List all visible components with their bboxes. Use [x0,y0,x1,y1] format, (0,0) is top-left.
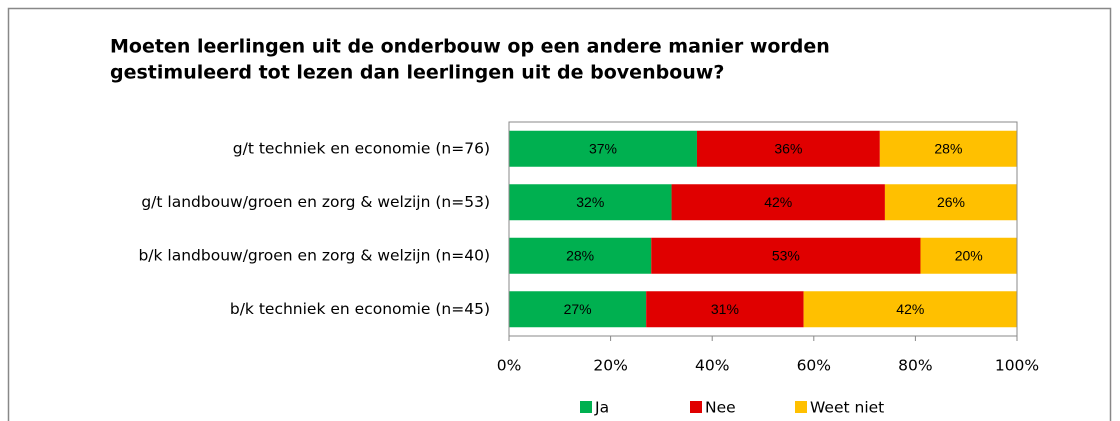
legend-label: Nee [705,399,736,417]
data-label: 27% [564,301,592,317]
data-label: 36% [774,140,802,156]
data-label: 42% [896,301,924,317]
category-label: b/k landbouw/groen en zorg & welzijn (n=… [138,246,490,264]
chart-title: gestimuleerd tot lezen dan leerlingen ui… [110,62,724,84]
data-label: 28% [934,140,962,156]
bar-segment [509,291,647,328]
bar-segment [651,237,921,274]
x-tick-label: 20% [593,357,627,375]
bar-segment [671,184,885,221]
bar-segment [884,184,1017,221]
bar-segment [509,237,652,274]
data-label: 32% [576,194,604,210]
category-label: g/t techniek en economie (n=76) [233,139,490,157]
bar-segment [920,237,1017,274]
data-label: 37% [589,140,617,156]
x-tick-label: 40% [695,357,729,375]
x-tick-label: 80% [898,357,932,375]
x-tick-label: 100% [995,357,1039,375]
chart-title: Moeten leerlingen uit de onderbouw op ee… [110,36,830,58]
legend-swatch [580,401,592,413]
legend-swatch [795,401,807,413]
x-tick-label: 0% [497,357,522,375]
data-label: 20% [955,247,983,263]
legend-swatch [690,401,702,413]
legend-label: Weet niet [810,399,884,417]
plot [509,130,1017,328]
legend-label: Ja [594,399,609,417]
plot-frame [508,121,1018,337]
bar-segment [803,291,1017,328]
data-label: 42% [764,194,792,210]
bar-segment [509,184,672,221]
bar-segment [879,130,1017,167]
data-label: 31% [711,301,739,317]
data-label: 26% [937,194,965,210]
bar-segment [696,130,880,167]
bar-segment [646,291,804,328]
x-tick-label: 60% [797,357,831,375]
data-label: 28% [566,247,594,263]
category-label: b/k techniek en economie (n=45) [230,300,490,318]
chart-frame [7,7,1112,421]
data-label: 53% [772,247,800,263]
category-label: g/t landbouw/groen en zorg & welzijn (n=… [141,193,490,211]
bar-segment [509,130,697,167]
